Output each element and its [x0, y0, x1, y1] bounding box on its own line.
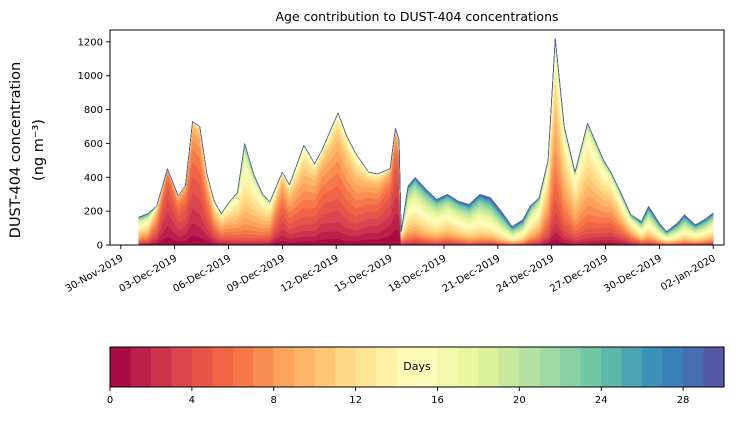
- colorbar-segment: [110, 347, 132, 387]
- y-tick-label: 600: [84, 139, 103, 150]
- colorbar-tick-label: 12: [349, 395, 362, 406]
- x-tick-label: 21-Dec-2019: [441, 253, 503, 295]
- x-tick-label: 24-Dec-2019: [495, 253, 557, 295]
- x-tick-label: 03-Dec-2019: [118, 253, 180, 295]
- colorbar-segment: [253, 347, 275, 387]
- colorbar-segment: [601, 347, 623, 387]
- colorbar-segment: [703, 347, 725, 387]
- y-tick-label: 1200: [78, 37, 103, 48]
- colorbar-segment: [498, 347, 520, 387]
- age-band: [138, 38, 714, 232]
- colorbar-segment: [519, 347, 541, 387]
- colorbar-tick-label: 16: [431, 395, 444, 406]
- colorbar-segment: [580, 347, 602, 387]
- colorbar-segment: [642, 347, 664, 387]
- y-tick-label: 200: [84, 207, 103, 218]
- colorbar-segment: [621, 347, 643, 387]
- colorbar-segment: [376, 347, 398, 387]
- colorbar-segment: [478, 347, 500, 387]
- x-tick-label: 06-Dec-2019: [171, 253, 233, 295]
- colorbar-segment: [212, 347, 234, 387]
- colorbar-segment: [150, 347, 172, 387]
- stacked-age-bands: [138, 38, 714, 246]
- x-tick-label: 27-Dec-2019: [548, 253, 610, 295]
- colorbar-label: Days: [403, 360, 431, 373]
- y-axis-label-units: (ng m⁻³): [31, 119, 47, 181]
- colorbar-segment: [314, 347, 336, 387]
- x-tick-label: 02-Jan-2020: [659, 253, 718, 293]
- x-tick-label: 15-Dec-2019: [333, 253, 395, 295]
- x-tick-label: 30-Dec-2019: [602, 253, 664, 295]
- x-tick-label: 12-Dec-2019: [279, 253, 341, 295]
- plot-area-frame: [109, 29, 725, 246]
- colorbar-tick-label: 24: [595, 395, 608, 406]
- colorbar-segment: [273, 347, 295, 387]
- y-tick-label: 800: [84, 105, 103, 116]
- colorbar-segment: [417, 347, 439, 387]
- colorbar-frame: [109, 346, 725, 388]
- colorbar-tick-label: 4: [189, 395, 195, 406]
- colorbar-segment: [539, 347, 561, 387]
- colorbar-segment: [335, 347, 357, 387]
- colorbar-tick-label: 28: [677, 395, 690, 406]
- colorbar-segment: [683, 347, 705, 387]
- colorbar-segment: [232, 347, 254, 387]
- colorbar-segment: [171, 347, 193, 387]
- x-tick-label: 09-Dec-2019: [225, 253, 287, 295]
- colorbar-segment: [294, 347, 316, 387]
- colorbar: 0 4 8 12 16 20 24 28: [107, 346, 725, 406]
- colorbar-segment: [130, 347, 152, 387]
- colorbar-segment: [457, 347, 479, 387]
- y-tick-label: 0: [97, 241, 103, 252]
- y-tick-label: 400: [84, 173, 103, 184]
- colorbar-tick-label: 0: [107, 395, 113, 406]
- y-axis-label: DUST-404 concentration: [8, 62, 24, 238]
- y-tick-label: 1000: [78, 71, 103, 82]
- chart-title: Age contribution to DUST-404 concentrati…: [275, 9, 558, 24]
- x-tick-label: 30-Nov-2019: [64, 253, 125, 295]
- x-tick-label: 18-Dec-2019: [387, 253, 449, 295]
- colorbar-segment: [560, 347, 582, 387]
- colorbar-tick-label: 8: [271, 395, 277, 406]
- y-axis-ticks: 0 200 400 600 800 1000 1200: [78, 37, 110, 252]
- colorbar-segment: [437, 347, 459, 387]
- colorbar-segment: [662, 347, 684, 387]
- colorbar-segment: [355, 347, 377, 387]
- x-axis-ticks: 30-Nov-201903-Dec-201906-Dec-201909-Dec-…: [64, 245, 718, 295]
- colorbar-segment: [191, 347, 213, 387]
- colorbar-tick-label: 20: [513, 395, 526, 406]
- colorbar-segment: [396, 347, 418, 387]
